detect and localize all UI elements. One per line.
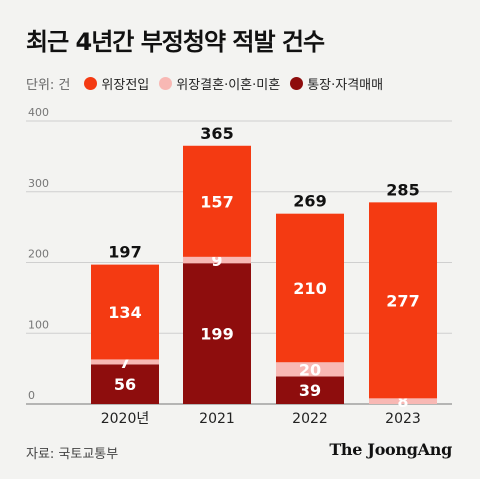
y-tick-label: 200 [28, 248, 49, 261]
bar-segment [91, 364, 159, 404]
data-label: 210 [293, 279, 326, 298]
data-label: 9 [211, 251, 222, 270]
bar-segment [183, 263, 251, 404]
legend-swatch-account-trading [290, 77, 304, 90]
chart-title: 최근 4년간 부정청약 적발 건수 [26, 28, 325, 56]
bar-segment [183, 145, 251, 257]
x-tick-label: 2023 [385, 411, 421, 427]
total-label: 285 [386, 180, 419, 199]
data-label: 56 [114, 375, 136, 394]
x-tick-label: 2022 [292, 411, 328, 427]
y-tick-label: 300 [28, 177, 49, 190]
y-tick-label: 0 [28, 389, 35, 402]
source-note: 자료: 국토교통부 [26, 447, 119, 462]
legend-label-fake-marriage: 위장결혼·이혼·미혼 [176, 78, 281, 93]
data-label: 199 [200, 325, 233, 344]
unit-label: 단위: 건 [26, 78, 71, 93]
bar-segment [276, 376, 344, 404]
total-label: 269 [293, 192, 326, 211]
bar-segment [91, 264, 159, 360]
data-label: 7 [119, 353, 130, 372]
bar-segment [183, 256, 251, 264]
bar-segment [91, 359, 159, 365]
legend-swatch-fake-marriage [159, 77, 173, 90]
data-label: 277 [386, 291, 419, 310]
x-tick-label: 2021 [199, 411, 235, 427]
bar-segment [369, 202, 437, 399]
y-tick-label: 400 [28, 106, 49, 119]
legend-item-fake-marriage: 위장결혼·이혼·미혼 [159, 74, 280, 93]
legend-swatch-relocation [84, 77, 98, 90]
bar-segment [276, 213, 344, 363]
legend-label-relocation: 위장전입 [101, 78, 150, 93]
data-label: 134 [108, 303, 141, 322]
data-label: 20 [299, 360, 321, 379]
legend: 단위: 건 위장전입 위장결혼·이혼·미혼 통장·자격매매 [26, 74, 393, 93]
legend-item-relocation: 위장전입 [84, 74, 149, 93]
legend-label-account-trading: 통장·자격매매 [307, 78, 384, 93]
y-tick-label: 100 [28, 318, 49, 331]
x-tick-label: 2020년 [101, 411, 150, 427]
brand-logo: The JoongAng [329, 440, 452, 459]
bar-segment [276, 362, 344, 377]
total-label: 365 [200, 124, 233, 143]
bar-segment [369, 398, 437, 404]
legend-item-account-trading: 통장·자격매매 [290, 74, 383, 93]
data-label: 157 [200, 192, 233, 211]
data-label: 8 [397, 392, 408, 411]
total-label: 197 [108, 243, 141, 262]
data-label: 39 [299, 381, 321, 400]
